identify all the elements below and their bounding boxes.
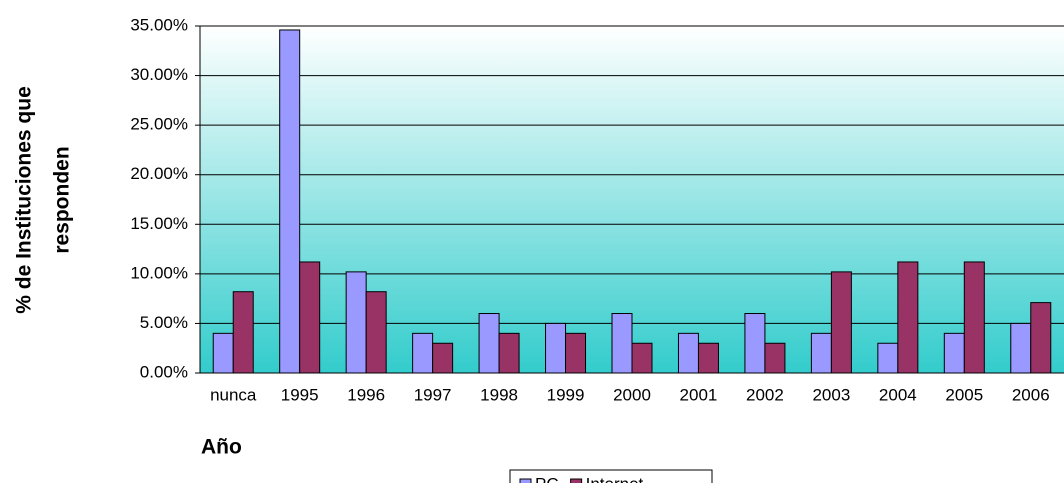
x-tick-label: 1995 [281,385,319,404]
bar [498,332,520,374]
bar [677,332,699,374]
bar [697,342,719,374]
x-tick-label: 2001 [680,385,718,404]
bar [412,332,434,374]
bar [432,342,454,374]
legend-swatch [570,478,583,483]
bar [1010,322,1032,374]
bar [545,322,567,374]
y-tick-label: 30.00% [130,65,188,84]
x-tick-label: nunca [210,385,257,404]
legend-box [509,469,713,483]
y-axis-label: % de Instituciones que [13,86,36,314]
y-tick-label: 5.00% [140,313,188,332]
y-tick-label: 25.00% [130,115,188,134]
bar [963,261,985,374]
legend: PC Internet [509,469,713,483]
bar [1030,302,1052,374]
bar [565,332,587,374]
y-tick-label: 20.00% [130,164,188,183]
bar [611,313,633,374]
bar [279,29,301,374]
legend-swatch [519,478,532,483]
bar [345,271,367,374]
bar [764,342,786,374]
bar [631,342,653,374]
y-tick-label: 0.00% [140,362,188,381]
bar [810,332,832,374]
bar [478,313,500,374]
x-tick-label: 1999 [547,385,585,404]
legend-label: PC [535,474,559,483]
bar [744,313,766,374]
x-tick-label: 2002 [746,385,784,404]
bar [299,261,321,374]
bar [212,332,234,374]
bar [365,291,387,374]
x-tick-label: 2003 [812,385,850,404]
bar [232,291,254,374]
x-tick-label: 2006 [1012,385,1050,404]
bar [830,271,852,374]
bar [897,261,919,374]
y-tick-label: 15.00% [130,214,188,233]
legend-label: Internet [586,474,644,483]
bar [943,332,965,374]
x-tick-label: 1996 [347,385,385,404]
y-tick-label: 35.00% [130,15,188,34]
y-tick-label: 10.00% [130,263,188,282]
x-tick-label: 2000 [613,385,651,404]
x-tick-label: 1997 [414,385,452,404]
x-tick-label: 2004 [879,385,917,404]
y-axis-label: responden [51,146,74,253]
x-tick-label: 1998 [480,385,518,404]
x-axis-label: Año [201,436,242,459]
bar [877,342,899,374]
x-tick-label: 2005 [945,385,983,404]
